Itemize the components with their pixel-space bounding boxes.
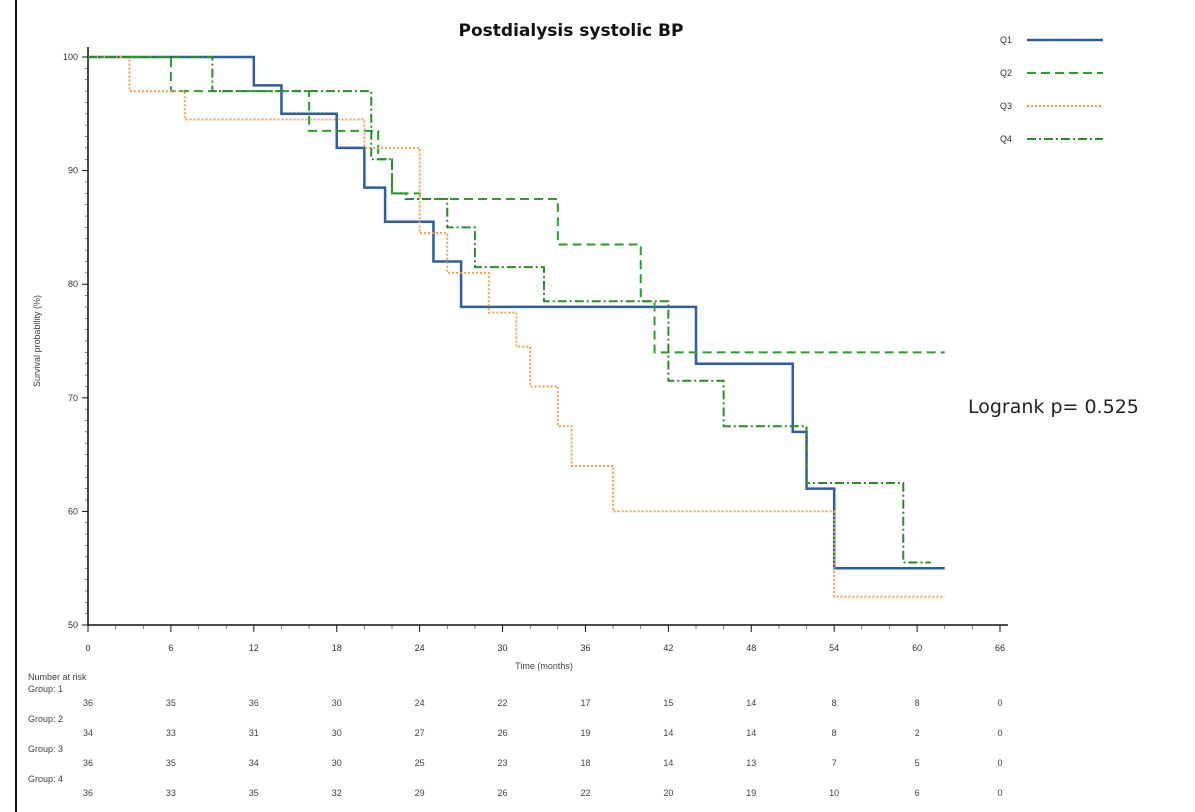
series-q1-curve — [88, 55, 945, 570]
risk-count: 34 — [83, 728, 93, 738]
risk-count: 29 — [415, 788, 425, 798]
risk-count: 19 — [580, 728, 590, 738]
risk-count: 14 — [663, 758, 673, 768]
risk-count: 30 — [332, 758, 342, 768]
risk-count: 35 — [166, 698, 176, 708]
risk-count: 15 — [663, 698, 673, 708]
x-axis-label: Time (months) — [515, 661, 573, 671]
x-tick-label: 60 — [912, 643, 922, 653]
logrank-annotation: Logrank p= 0.525 — [968, 396, 1139, 418]
y-tick-label: 70 — [68, 393, 78, 403]
risk-count: 30 — [332, 728, 342, 738]
risk-count: 10 — [829, 788, 839, 798]
risk-count: 0 — [997, 788, 1002, 798]
x-tick-label: 66 — [995, 643, 1005, 653]
risk-count: 18 — [580, 758, 590, 768]
legend-label-q1: Q1 — [1000, 35, 1012, 45]
y-axis-label: Survival probability (%) — [32, 295, 42, 387]
risk-count: 5 — [915, 758, 920, 768]
risk-count: 31 — [249, 728, 259, 738]
legend: Q1 Q2 Q3 Q4 — [1000, 35, 1103, 144]
risk-count: 17 — [580, 698, 590, 708]
risk-count: 33 — [166, 788, 176, 798]
chart-title: Postdialysis systolic BP — [459, 21, 684, 41]
risk-count: 7 — [832, 758, 837, 768]
y-tick-label: 100 — [63, 52, 78, 62]
legend-label-q4: Q4 — [1000, 134, 1012, 144]
risk-count: 14 — [746, 698, 756, 708]
risk-count: 19 — [746, 788, 756, 798]
risk-count: 27 — [415, 728, 425, 738]
risk-group-label: Group: 2 — [28, 714, 63, 724]
risk-count: 6 — [915, 788, 920, 798]
x-tick-label: 48 — [746, 643, 756, 653]
risk-count: 8 — [832, 728, 837, 738]
x-tick-label: 18 — [332, 643, 342, 653]
x-tick-label: 42 — [663, 643, 673, 653]
x-tick-label: 0 — [85, 643, 90, 653]
risk-count: 22 — [580, 788, 590, 798]
risk-count: 23 — [498, 758, 508, 768]
risk-count: 36 — [249, 698, 259, 708]
series-q3-curve — [88, 56, 945, 598]
risk-count: 24 — [415, 698, 425, 708]
risk-count: 25 — [415, 758, 425, 768]
risk-count: 26 — [498, 788, 508, 798]
risk-count: 33 — [166, 728, 176, 738]
plot-area: 50 60 70 80 90 100 0 6 12 18 24 30 36 42 48 54 60 66 Time … — [32, 47, 1008, 671]
risk-count: 8 — [915, 698, 920, 708]
risk-group-label: Group: 4 — [28, 774, 63, 784]
risk-count: 0 — [997, 758, 1002, 768]
risk-count: 14 — [746, 728, 756, 738]
risk-count: 22 — [498, 698, 508, 708]
risk-group-label: Group: 1 — [28, 684, 63, 694]
risk-count: 36 — [83, 758, 93, 768]
left-border-rule — [15, 0, 17, 812]
risk-count: 32 — [332, 788, 342, 798]
risk-table: Number at risk Group: 1 36 35 36 30 24 22 17 15 14… — [28, 672, 1003, 798]
y-tick-label: 50 — [68, 620, 78, 630]
risk-count: 35 — [249, 788, 259, 798]
risk-count: 36 — [83, 698, 93, 708]
legend-label-q2: Q2 — [1000, 68, 1012, 78]
x-tick-label: 12 — [249, 643, 259, 653]
risk-count: 13 — [746, 758, 756, 768]
risk-count: 14 — [663, 728, 673, 738]
y-tick-label: 90 — [68, 166, 78, 176]
risk-count: 0 — [997, 698, 1002, 708]
risk-count: 36 — [83, 788, 93, 798]
risk-count: 2 — [915, 728, 920, 738]
risk-count: 20 — [663, 788, 673, 798]
risk-count: 34 — [249, 758, 259, 768]
x-tick-label: 6 — [168, 643, 173, 653]
risk-count: 26 — [498, 728, 508, 738]
risk-group-label: Group: 3 — [28, 744, 63, 754]
y-tick-label: 60 — [68, 506, 78, 516]
risk-count: 30 — [332, 698, 342, 708]
x-tick-label: 36 — [580, 643, 590, 653]
series-q4-curve — [88, 56, 931, 564]
legend-label-q3: Q3 — [1000, 101, 1012, 111]
y-tick-label: 80 — [68, 279, 78, 289]
x-tick-label: 30 — [498, 643, 508, 653]
risk-count: 35 — [166, 758, 176, 768]
risk-table-header: Number at risk — [28, 672, 87, 682]
x-tick-label: 54 — [829, 643, 839, 653]
risk-count: 0 — [997, 728, 1002, 738]
risk-count: 8 — [832, 698, 837, 708]
x-tick-label: 24 — [415, 643, 425, 653]
